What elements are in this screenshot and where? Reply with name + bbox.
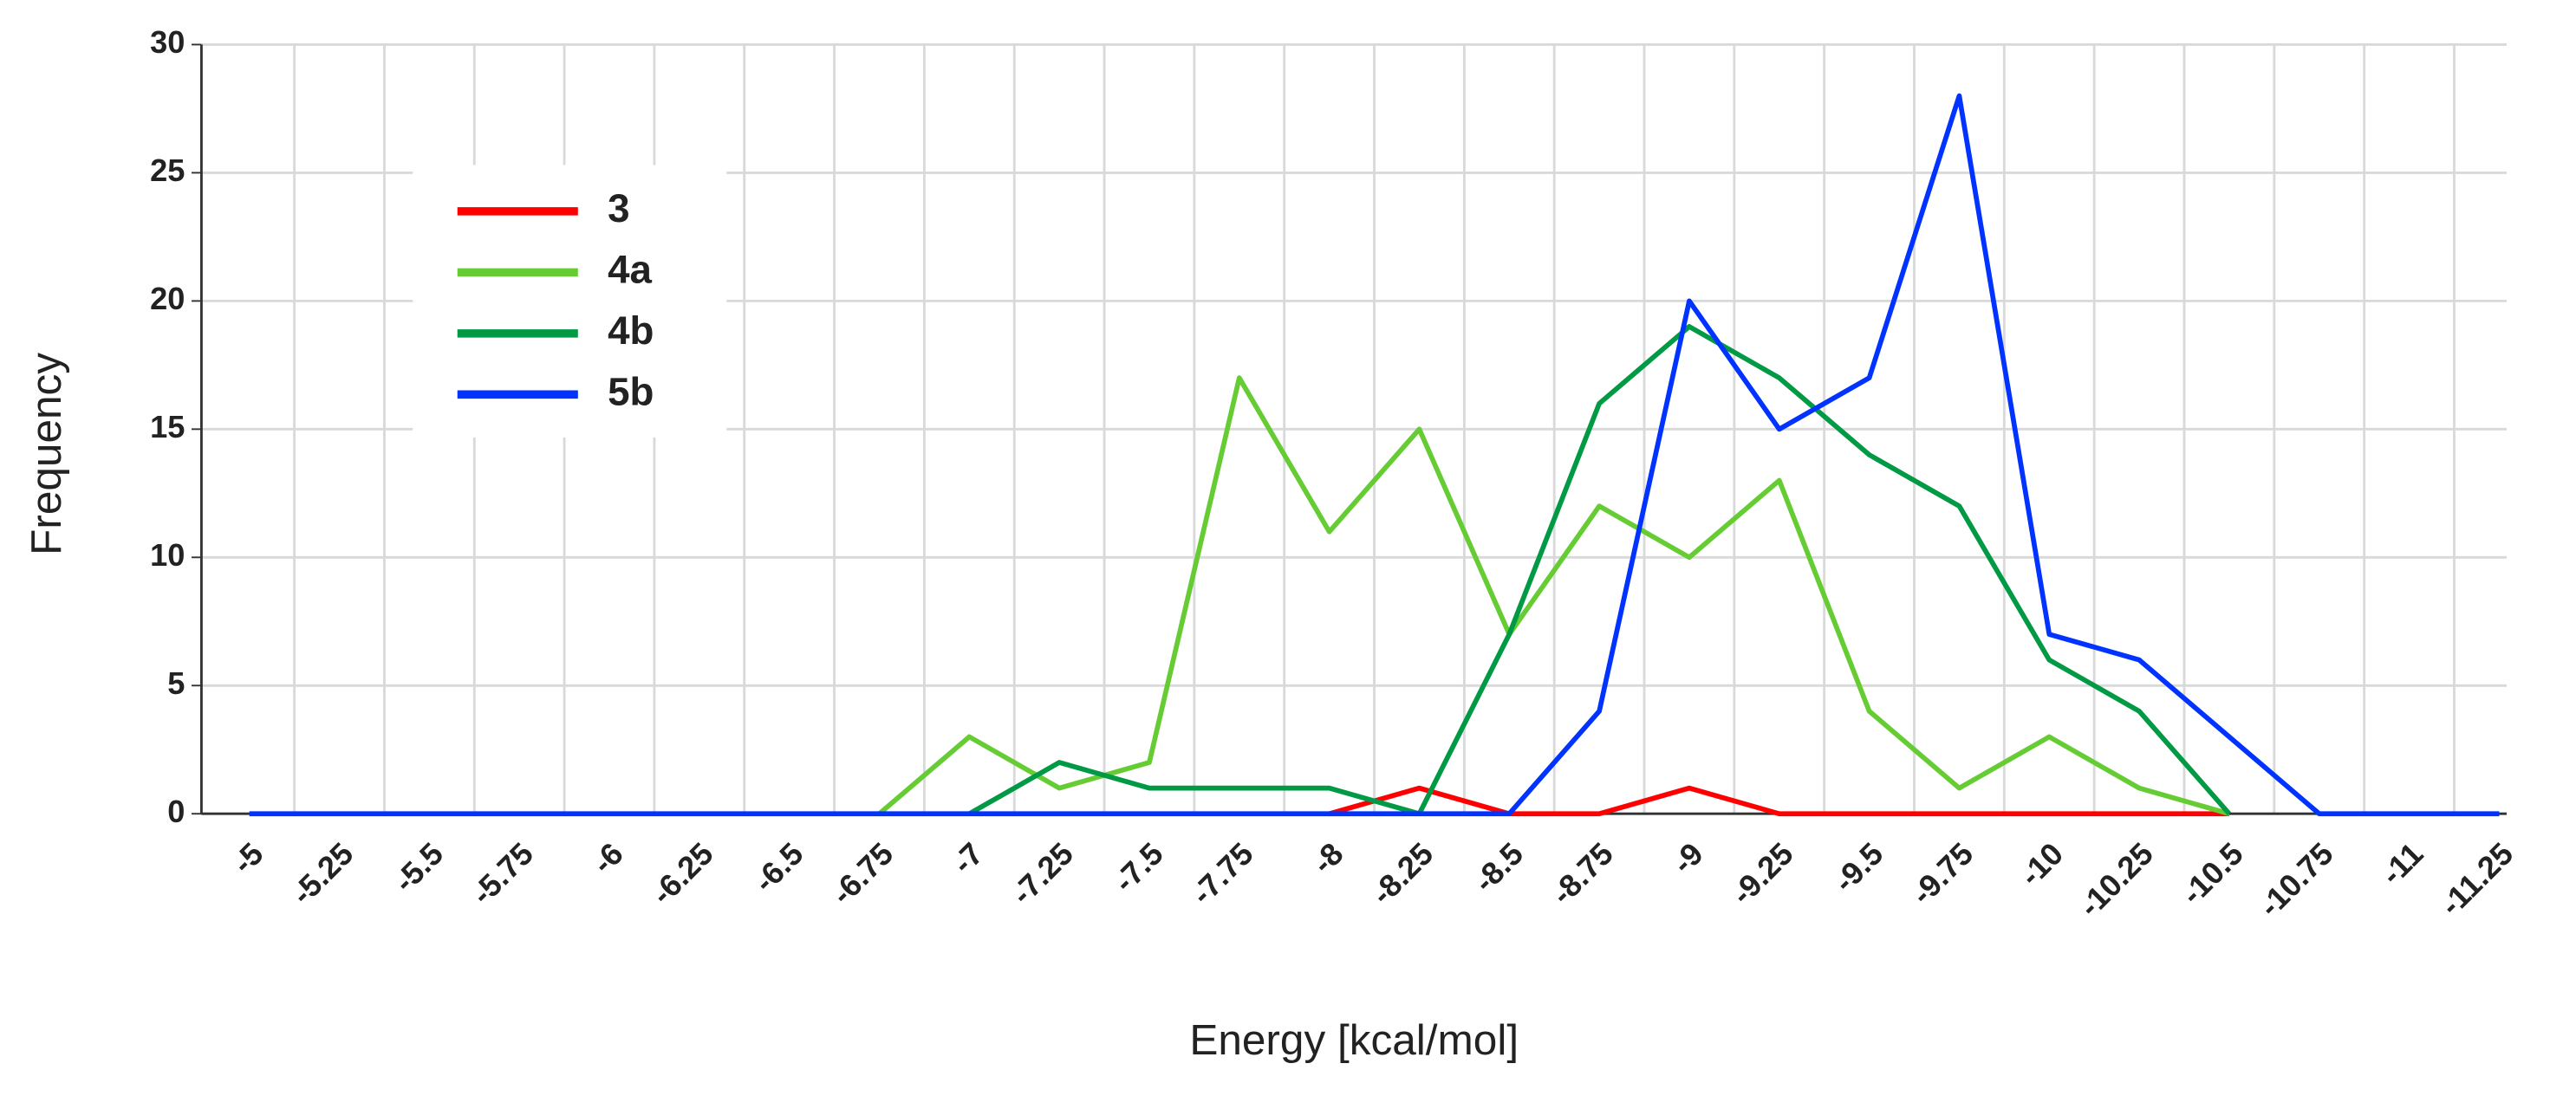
y-tick-label: 5: [167, 665, 185, 701]
x-tick-label: -11: [2374, 836, 2430, 892]
x-tick-label: -5.25: [284, 836, 360, 911]
x-tick-label: -11.25: [2433, 836, 2520, 923]
x-tick-label: -10.5: [2174, 836, 2249, 911]
x-tick-label: -9.5: [1826, 836, 1890, 899]
x-tick-label: -7.75: [1184, 836, 1259, 911]
series-line: [249, 93, 2500, 817]
x-tick-label: -9.75: [1904, 836, 1980, 911]
series-line: [1328, 785, 2229, 817]
x-tick-label: -6.75: [824, 836, 900, 911]
legend-label: 4a: [608, 247, 652, 291]
x-tick-label: -8.75: [1545, 836, 1620, 911]
x-tick-label: -5.75: [465, 836, 540, 911]
x-tick-label: -5: [225, 836, 270, 881]
y-tick-label: 0: [167, 794, 185, 829]
x-tick-label: -6.25: [644, 836, 719, 911]
x-tick-label: -10.25: [2072, 836, 2160, 924]
x-tick-label: -5.5: [387, 836, 450, 899]
legend-label: 4b: [608, 308, 654, 353]
legend-label: 5b: [608, 369, 654, 413]
x-tick-label: -7.25: [1005, 836, 1080, 911]
y-tick-label: 10: [150, 537, 185, 573]
legend-label: 3: [608, 186, 629, 230]
x-tick-label: -9.25: [1724, 836, 1799, 911]
x-tick-label: -8.5: [1467, 836, 1530, 899]
x-tick-label: -10.75: [2252, 836, 2340, 924]
series-line: [967, 324, 2232, 817]
y-tick-label: 20: [150, 281, 185, 316]
x-tick-label: -8: [1305, 836, 1350, 881]
y-tick-label: 25: [150, 152, 185, 188]
x-tick-label: -8.25: [1364, 836, 1440, 911]
x-tick-label: -7.5: [1107, 836, 1170, 899]
y-axis-label: Frequency: [23, 353, 70, 555]
y-tick-label: 15: [150, 409, 185, 444]
y-tick-label: 30: [150, 24, 185, 60]
x-tick-label: -6: [585, 836, 630, 881]
x-axis-label: Energy [kcal/mol]: [1189, 1016, 1519, 1064]
x-tick-label: -6.5: [746, 836, 810, 899]
x-tick-label: -10: [2013, 836, 2070, 893]
x-tick-label: -7: [945, 836, 990, 881]
x-tick-label: -9: [1665, 836, 1710, 881]
